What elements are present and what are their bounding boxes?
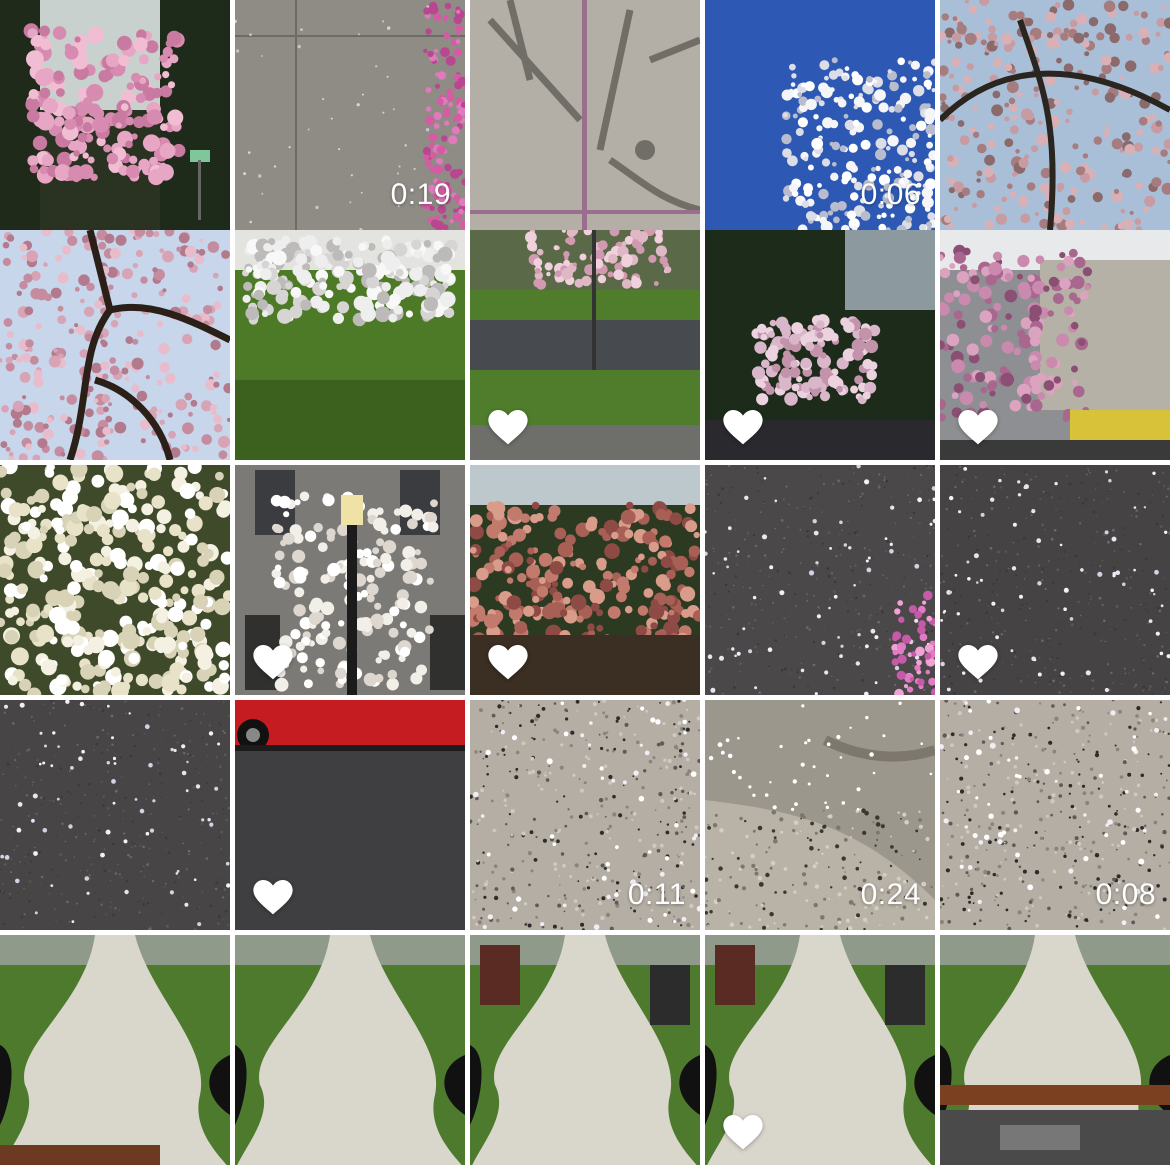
- thumbnail-image: [235, 0, 465, 230]
- photo-thumbnail[interactable]: [235, 465, 465, 695]
- thumbnail-image: [705, 0, 935, 230]
- thumbnail-image: [235, 230, 465, 460]
- thumbnail-image: [470, 0, 700, 230]
- photo-thumbnail[interactable]: [705, 465, 935, 695]
- heart-icon: [488, 645, 528, 681]
- thumbnail-image: [705, 465, 935, 695]
- video-duration: 0:06: [860, 178, 921, 211]
- thumbnail-image: [940, 0, 1170, 230]
- thumbnail-image: [0, 700, 230, 930]
- heart-icon: [253, 645, 293, 681]
- video-duration: 0:19: [390, 178, 451, 211]
- thumbnail-image: [0, 935, 230, 1165]
- photo-thumbnail[interactable]: [940, 0, 1170, 230]
- heart-icon: [488, 410, 528, 446]
- thumbnail-image: [940, 465, 1170, 695]
- photo-thumbnail[interactable]: [940, 465, 1170, 695]
- video-thumbnail[interactable]: 0:11: [470, 700, 700, 930]
- heart-icon: [723, 1115, 763, 1151]
- heart-icon: [958, 645, 998, 681]
- thumbnail-image: [705, 700, 935, 930]
- photo-thumbnail[interactable]: [470, 465, 700, 695]
- video-thumbnail[interactable]: 0:08: [940, 700, 1170, 930]
- video-thumbnail[interactable]: 0:19: [235, 0, 465, 230]
- photo-thumbnail[interactable]: [235, 700, 465, 930]
- thumbnail-image: [470, 935, 700, 1165]
- thumbnail-image: [235, 935, 465, 1165]
- thumbnail-image: [470, 465, 700, 695]
- video-duration: 0:24: [860, 878, 921, 911]
- thumbnail-image: [940, 700, 1170, 930]
- photo-thumbnail[interactable]: [0, 465, 230, 695]
- photo-thumbnail[interactable]: [705, 935, 935, 1165]
- video-duration: 0:11: [627, 878, 686, 911]
- thumbnail-image: [0, 230, 230, 460]
- photo-thumbnail[interactable]: [940, 230, 1170, 460]
- thumbnail-image: [470, 700, 700, 930]
- thumbnail-image: [0, 0, 230, 230]
- photo-thumbnail[interactable]: [0, 700, 230, 930]
- photo-thumbnail[interactable]: [235, 935, 465, 1165]
- thumbnail-image: [705, 230, 935, 460]
- video-duration: 0:08: [1095, 878, 1156, 911]
- photo-thumbnail[interactable]: [0, 935, 230, 1165]
- photo-thumbnail[interactable]: [705, 230, 935, 460]
- photo-thumbnail[interactable]: [470, 935, 700, 1165]
- photo-thumbnail[interactable]: [470, 0, 700, 230]
- thumbnail-image: [940, 935, 1170, 1165]
- photo-thumbnail[interactable]: [470, 230, 700, 460]
- photo-thumbnail[interactable]: [940, 935, 1170, 1165]
- video-thumbnail[interactable]: 0:24: [705, 700, 935, 930]
- heart-icon: [723, 410, 763, 446]
- photo-thumbnail[interactable]: [0, 230, 230, 460]
- photo-thumbnail[interactable]: [0, 0, 230, 230]
- thumbnail-image: [705, 935, 935, 1165]
- photo-thumbnail[interactable]: [235, 230, 465, 460]
- thumbnail-image: [940, 230, 1170, 460]
- heart-icon: [958, 410, 998, 446]
- video-thumbnail[interactable]: 0:06: [705, 0, 935, 230]
- heart-icon: [253, 880, 293, 916]
- thumbnail-image: [0, 465, 230, 695]
